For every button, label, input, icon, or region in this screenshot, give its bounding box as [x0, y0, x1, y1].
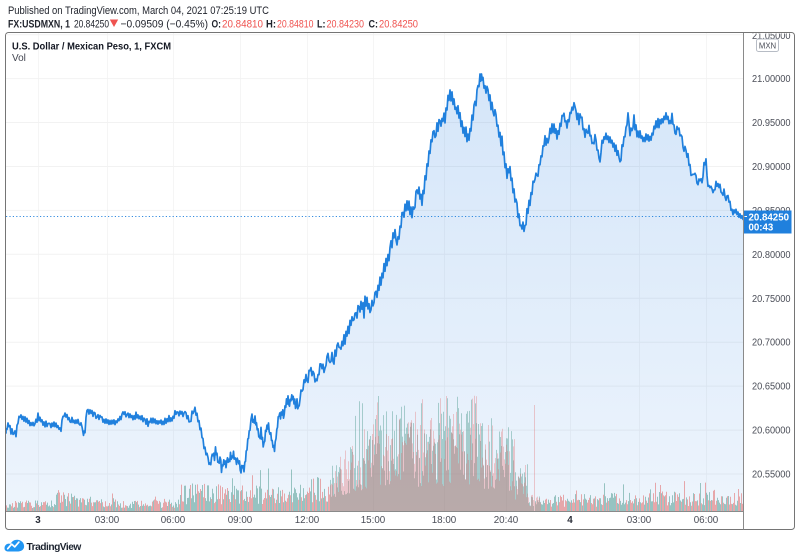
svg-text:20.55000: 20.55000 [752, 470, 791, 481]
svg-text:20.80000: 20.80000 [752, 250, 791, 261]
svg-text:20.60000: 20.60000 [752, 426, 791, 437]
svg-text:12:00: 12:00 [295, 515, 320, 526]
svg-text:L:: L: [317, 19, 326, 31]
svg-text:20.70000: 20.70000 [752, 338, 791, 349]
svg-text:20.84230: 20.84230 [327, 19, 365, 31]
svg-text:20:40: 20:40 [494, 515, 519, 526]
svg-text:20.84250: 20.84250 [379, 19, 418, 31]
svg-text:3: 3 [35, 515, 41, 526]
svg-text:20.90000: 20.90000 [752, 162, 791, 173]
svg-text:00:43: 00:43 [749, 223, 774, 234]
svg-text:TradingView: TradingView [27, 542, 82, 553]
svg-text:FX:USDMXN, 1: FX:USDMXN, 1 [8, 19, 70, 31]
svg-text:20.75000: 20.75000 [752, 294, 791, 305]
svg-text:06:00: 06:00 [694, 515, 719, 526]
svg-text:20.65000: 20.65000 [752, 382, 791, 393]
svg-text:06:00: 06:00 [161, 515, 186, 526]
svg-text:03:00: 03:00 [95, 515, 120, 526]
svg-text:20.84250: 20.84250 [749, 213, 790, 224]
svg-text:20.95000: 20.95000 [752, 118, 791, 129]
svg-text:20.84250: 20.84250 [74, 19, 109, 31]
svg-text:C:: C: [369, 19, 379, 31]
svg-text:O:: O: [212, 19, 222, 31]
svg-text:U.S. Dollar / Mexican Peso, 1,: U.S. Dollar / Mexican Peso, 1, FXCM [12, 42, 171, 53]
svg-text:H:: H: [266, 19, 276, 31]
svg-text:Vol: Vol [12, 53, 26, 64]
svg-text:09:00: 09:00 [228, 515, 253, 526]
svg-text:21.00000: 21.00000 [752, 74, 791, 85]
svg-text:MXN: MXN [759, 41, 776, 50]
svg-text:15:00: 15:00 [361, 515, 386, 526]
svg-text:03:00: 03:00 [627, 515, 652, 526]
svg-text:−0.09509 (−0.45%): −0.09509 (−0.45%) [121, 19, 209, 31]
svg-text:18:00: 18:00 [432, 515, 457, 526]
svg-text:Published on TradingView.com,: Published on TradingView.com, March 04, … [8, 5, 269, 17]
svg-text:20.84810: 20.84810 [277, 19, 314, 31]
svg-text:4: 4 [567, 515, 573, 526]
svg-text:21.05000: 21.05000 [752, 31, 791, 42]
svg-text:20.84810: 20.84810 [222, 19, 263, 31]
